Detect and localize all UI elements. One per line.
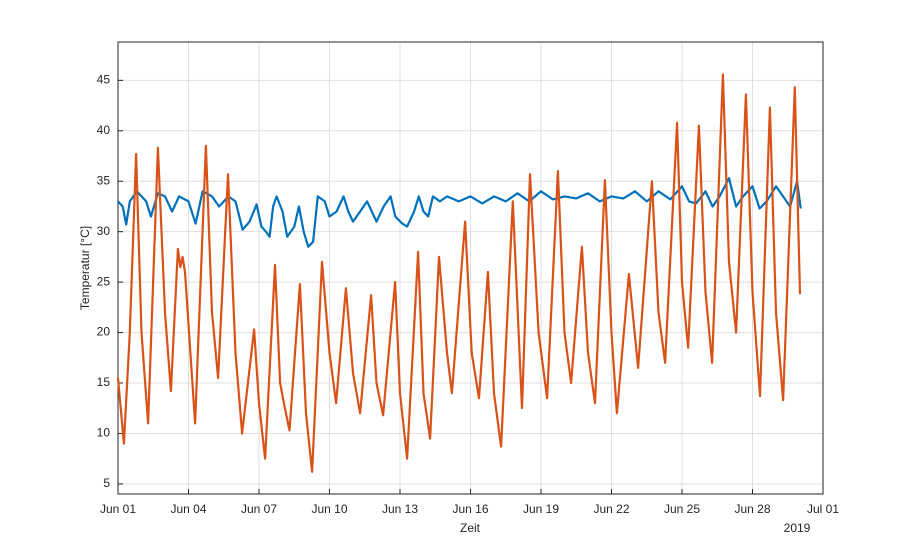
x-tick-label: Jun 01 bbox=[100, 502, 136, 516]
x-tick-label: Jun 19 bbox=[523, 502, 559, 516]
x-tick-label: Jun 07 bbox=[241, 502, 277, 516]
axes-box bbox=[117, 41, 824, 495]
series-line bbox=[116, 73, 802, 473]
y-tick-label: 40 bbox=[97, 123, 111, 137]
x-tick-label: Jun 16 bbox=[452, 502, 488, 516]
x-year-label: 2019 bbox=[784, 521, 811, 535]
x-tick-label: Jun 25 bbox=[664, 502, 700, 516]
y-axis-label: Temperatur [°C] bbox=[78, 226, 92, 310]
y-tick-label: 25 bbox=[97, 274, 111, 288]
x-tick-label: Jun 04 bbox=[170, 502, 206, 516]
y-tick-label: 15 bbox=[97, 375, 111, 389]
x-tick-label: Jun 22 bbox=[593, 502, 629, 516]
y-tick-label: 45 bbox=[97, 73, 111, 87]
y-tick-label: 5 bbox=[103, 476, 110, 490]
y-tick-label: 30 bbox=[97, 224, 111, 238]
x-tick-label: Jun 10 bbox=[311, 502, 347, 516]
y-tick-label: 35 bbox=[97, 173, 111, 187]
x-tick-label: Jul 01 bbox=[807, 502, 839, 516]
x-axis-label: Zeit bbox=[460, 521, 481, 535]
x-tick-label: Jun 13 bbox=[382, 502, 418, 516]
x-tick-label: Jun 28 bbox=[734, 502, 770, 516]
series-line bbox=[117, 177, 802, 248]
y-tick-label: 20 bbox=[97, 325, 111, 339]
y-tick-label: 10 bbox=[97, 426, 111, 440]
